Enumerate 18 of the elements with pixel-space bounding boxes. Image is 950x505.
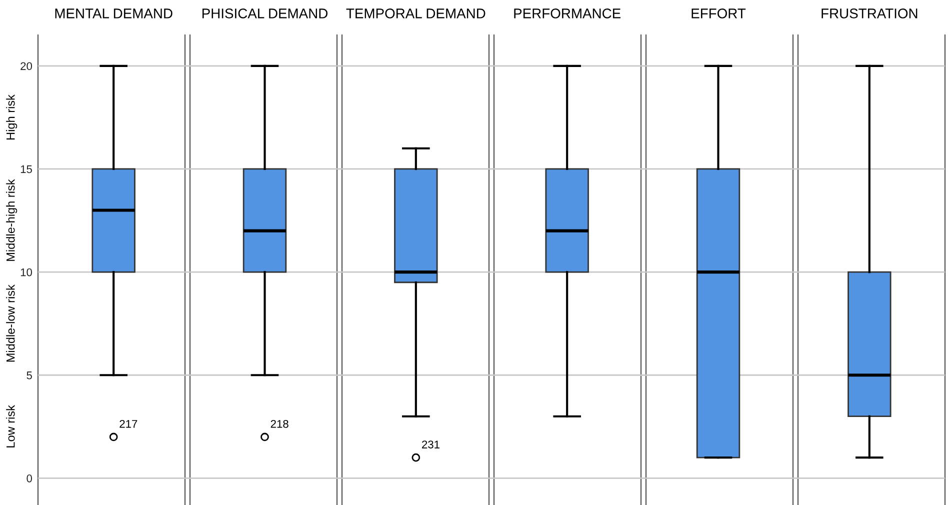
x-tick-label: FRUSTRATION [822, 8, 918, 18]
x-tick-label: PHISICAL DEMAND [202, 8, 328, 18]
annotation: 218 [270, 420, 288, 428]
y-tick-label: 10 [20, 268, 32, 276]
text: Middle-high risk [6, 179, 18, 261]
y-tick-label: 5 [26, 372, 32, 380]
text: Low risk [6, 405, 15, 448]
text: High risk [6, 94, 18, 140]
x-tick-label: TEMPORAL DEMAND [346, 8, 486, 18]
x-tick-label: MENTAL DEMAND [55, 8, 172, 18]
annotation: 231 [422, 440, 440, 448]
x-tick-label: PERFORMANCE [514, 8, 620, 18]
y-tick-label: 15 [20, 165, 32, 174]
y-tick-label: 0 [26, 474, 32, 482]
y-tick-label: 20 [20, 62, 32, 70]
annotation: 217 [120, 420, 138, 428]
x-tick-label: EFFORT [692, 8, 746, 18]
text: Middle-low risk [6, 284, 15, 362]
